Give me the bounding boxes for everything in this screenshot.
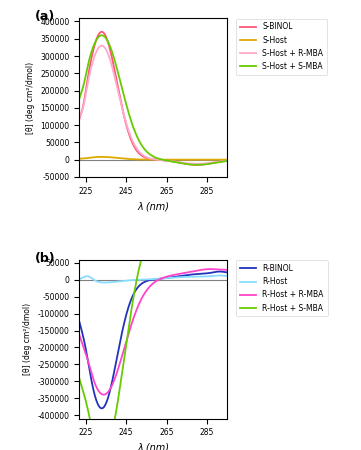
S-Host + S-MBA — [165, 158, 169, 163]
S-Host + S-MBA — [104, 36, 108, 41]
X-axis label: λ (nm): λ (nm) — [138, 201, 169, 211]
S-Host — [189, 157, 193, 162]
S-Host + R-MBA — [144, 155, 149, 160]
R-Host + R-MBA — [165, 274, 169, 279]
R-BINOL — [225, 270, 230, 275]
R-Host + R-MBA — [208, 266, 213, 272]
Text: (b): (b) — [35, 252, 56, 265]
X-axis label: λ (nm): λ (nm) — [138, 443, 169, 450]
S-BINOL — [189, 162, 193, 167]
R-Host — [116, 279, 120, 284]
R-Host + S-MBA — [165, 217, 169, 223]
S-Host + S-MBA — [144, 149, 149, 154]
R-Host + R-MBA — [144, 288, 149, 293]
Line: S-Host: S-Host — [79, 157, 227, 160]
Text: (a): (a) — [35, 10, 55, 23]
Y-axis label: [θ] (deg cm²/dmol): [θ] (deg cm²/dmol) — [23, 303, 32, 375]
Line: S-BINOL: S-BINOL — [79, 32, 227, 165]
R-Host — [176, 274, 180, 280]
Line: R-Host + S-MBA: R-Host + S-MBA — [79, 216, 227, 450]
S-Host + R-MBA — [104, 47, 108, 52]
S-Host + S-MBA — [225, 158, 230, 164]
S-BINOL — [176, 160, 180, 165]
R-BINOL — [144, 279, 149, 284]
S-Host + R-MBA — [100, 43, 104, 48]
S-BINOL — [165, 158, 169, 163]
S-Host + S-MBA — [116, 69, 120, 74]
R-Host — [144, 277, 149, 282]
S-BINOL — [100, 29, 104, 35]
R-BINOL — [104, 401, 108, 406]
R-Host + S-MBA — [189, 214, 193, 219]
S-Host + R-MBA — [165, 158, 169, 163]
S-Host + S-MBA — [77, 95, 82, 101]
S-BINOL — [116, 83, 120, 89]
R-Host + S-MBA — [144, 240, 149, 245]
R-Host — [189, 274, 193, 279]
R-Host + R-MBA — [189, 269, 193, 274]
S-BINOL — [225, 158, 230, 163]
S-BINOL — [77, 116, 82, 122]
Line: S-Host + S-MBA: S-Host + S-MBA — [79, 35, 227, 165]
R-Host — [104, 280, 108, 285]
Legend: S-BINOL, S-Host, S-Host + R-MBA, S-Host + S-MBA: S-BINOL, S-Host, S-Host + R-MBA, S-Host … — [236, 18, 327, 75]
S-Host — [144, 157, 149, 162]
S-Host — [77, 156, 82, 162]
Legend: R-BINOL, R-Host, R-Host + R-MBA, R-Host + S-MBA: R-BINOL, R-Host, R-Host + R-MBA, R-Host … — [236, 260, 328, 316]
R-BINOL — [100, 405, 104, 411]
R-Host + S-MBA — [225, 214, 230, 219]
R-Host + R-MBA — [77, 333, 82, 338]
R-BINOL — [176, 274, 180, 279]
R-BINOL — [165, 275, 169, 281]
R-Host + R-MBA — [176, 271, 180, 277]
S-Host — [100, 154, 104, 160]
S-Host — [104, 154, 108, 160]
R-Host + R-MBA — [104, 392, 108, 397]
R-Host — [225, 273, 230, 279]
R-Host — [165, 275, 169, 281]
S-Host + S-MBA — [176, 160, 180, 166]
S-Host — [225, 157, 230, 162]
R-Host + S-MBA — [104, 449, 108, 450]
R-Host + S-MBA — [77, 376, 82, 382]
Line: S-Host + R-MBA: S-Host + R-MBA — [79, 45, 227, 164]
R-Host + R-MBA — [116, 368, 120, 373]
R-Host + S-MBA — [116, 399, 120, 405]
S-Host + S-MBA — [100, 32, 104, 38]
S-Host + R-MBA — [195, 161, 199, 166]
Line: R-Host: R-Host — [79, 275, 227, 283]
R-Host — [217, 273, 221, 278]
S-Host + S-MBA — [195, 162, 199, 167]
Y-axis label: [θ] (deg cm²/dmol): [θ] (deg cm²/dmol) — [26, 61, 35, 134]
S-BINOL — [195, 162, 199, 167]
S-Host + R-MBA — [225, 158, 230, 163]
S-BINOL — [104, 34, 108, 39]
Line: R-Host + R-MBA: R-Host + R-MBA — [79, 269, 227, 395]
R-Host + S-MBA — [176, 215, 180, 220]
R-BINOL — [116, 351, 120, 356]
R-BINOL — [77, 320, 82, 325]
R-BINOL — [217, 269, 222, 274]
S-Host — [165, 157, 169, 162]
S-Host — [176, 157, 180, 162]
R-Host — [103, 280, 107, 285]
S-Host + R-MBA — [189, 161, 193, 166]
S-Host + S-MBA — [189, 162, 193, 167]
S-Host + R-MBA — [116, 87, 120, 92]
S-Host + R-MBA — [176, 159, 180, 165]
S-Host — [116, 155, 120, 161]
R-Host + R-MBA — [101, 392, 106, 397]
Line: R-BINOL: R-BINOL — [79, 271, 227, 408]
R-Host — [77, 276, 82, 282]
R-BINOL — [189, 272, 193, 277]
R-Host + R-MBA — [225, 267, 230, 273]
S-BINOL — [144, 155, 149, 161]
S-Host + R-MBA — [77, 116, 82, 121]
